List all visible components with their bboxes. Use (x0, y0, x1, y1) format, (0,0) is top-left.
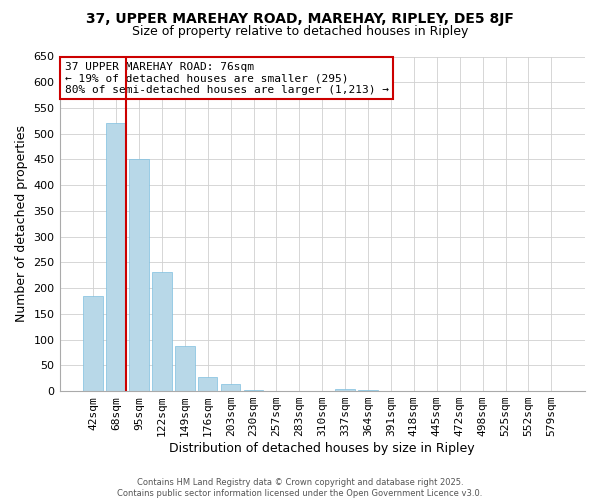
Bar (198, 377, 217, 391)
Bar (267, 390, 286, 391)
Bar (244, 390, 263, 391)
Bar (152, 272, 172, 391)
Bar (83, 296, 103, 391)
Text: 37 UPPER MAREHAY ROAD: 76sqm
← 19% of detached houses are smaller (295)
80% of s: 37 UPPER MAREHAY ROAD: 76sqm ← 19% of de… (65, 62, 389, 94)
Bar (175, 346, 194, 391)
X-axis label: Distribution of detached houses by size in Ripley: Distribution of detached houses by size … (169, 442, 475, 455)
Bar (496, 390, 515, 391)
Bar (106, 124, 126, 391)
Y-axis label: Number of detached properties: Number of detached properties (15, 126, 28, 322)
Bar (542, 390, 561, 391)
Text: Size of property relative to detached houses in Ripley: Size of property relative to detached ho… (132, 25, 468, 38)
Bar (129, 160, 149, 391)
Text: 37, UPPER MAREHAY ROAD, MAREHAY, RIPLEY, DE5 8JF: 37, UPPER MAREHAY ROAD, MAREHAY, RIPLEY,… (86, 12, 514, 26)
Bar (358, 390, 378, 391)
Bar (335, 388, 355, 391)
Text: Contains HM Land Registry data © Crown copyright and database right 2025.
Contai: Contains HM Land Registry data © Crown c… (118, 478, 482, 498)
Bar (221, 384, 241, 391)
